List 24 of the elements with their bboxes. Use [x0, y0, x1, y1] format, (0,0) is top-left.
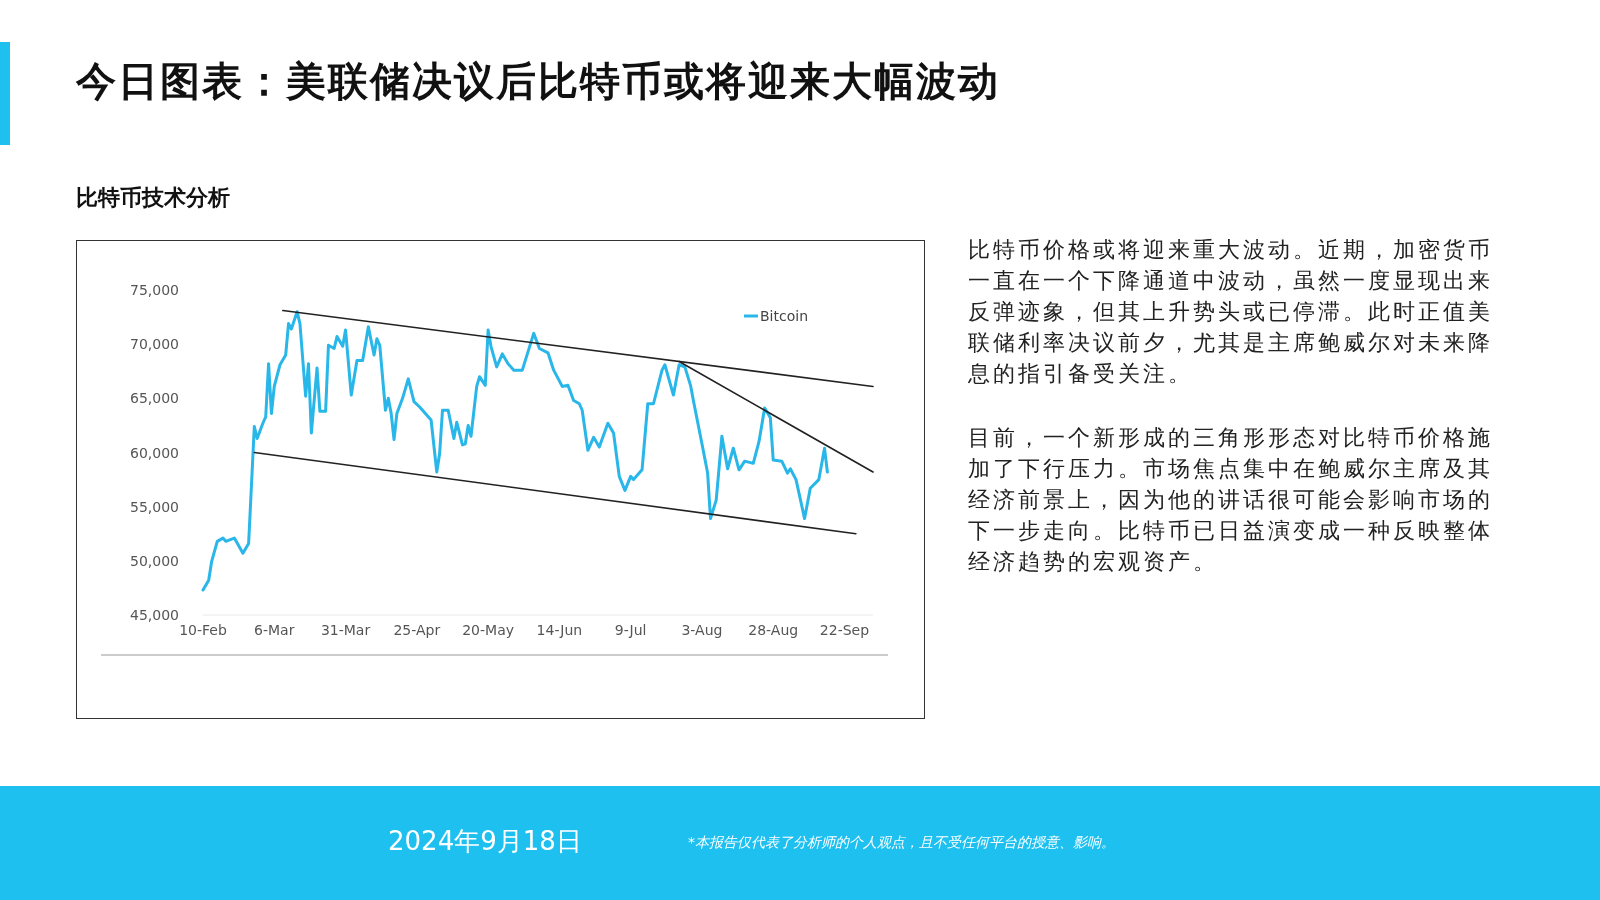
y-tick-label: 60,000 [129, 444, 179, 460]
text: 比特币价格或将迎来重大波动。近期，加密货币一直在一个下降通道中波动，虽然一度显现出来反弹迹象，但其上升势头或已停滞。此时正值美联储利率决议前夕，尤其是主席鲍威尔对未来降息的指引备受关注。 [968, 236, 1494, 388]
x-tick-label: 6-Mar [253, 621, 295, 638]
y-tick-label: 55,000 [129, 498, 179, 515]
x-tick-label: 20-May [461, 621, 514, 638]
chart-title: 今日图表：美联储决议后比特币或将迎来大幅波动 [76, 57, 1000, 106]
text: *本报告仅代表了分析师的个人观点，且不受任何平台的授意、影响。 [688, 834, 1115, 852]
x-tick-label: 25-Apr [392, 621, 440, 638]
x-tick-label: 31-Mar [320, 621, 370, 638]
y-tick-label: 70,000 [129, 335, 179, 352]
y-tick-label: 50,000 [129, 552, 179, 569]
chart-subtitle: 比特币技术分析 [76, 184, 230, 212]
y-tick-label: 65,000 [129, 389, 179, 406]
y-tick-label: 45,000 [129, 606, 179, 623]
text: 2024年9月18日 [388, 825, 582, 858]
y-tick-label: 75,000 [129, 281, 179, 298]
legend-label: Bitcoin [759, 307, 808, 324]
x-tick-label: 28-Aug [747, 621, 798, 638]
text: 目前，一个新形成的三角形形态对比特币价格施加了下行压力。市场焦点集中在鲍威尔主席及其经济前景上，因为他的讲话很可能会影响市场的下一步走向。比特币已日益演变成一种反映整体经济趋势的宏观资产。 [968, 424, 1494, 576]
x-tick-label: 22-Sep [819, 621, 869, 638]
x-tick-label: 3-Aug [680, 621, 722, 638]
x-tick-label: 10-Feb [178, 621, 227, 638]
x-tick-label: 14-Jun [536, 621, 582, 638]
x-tick-label: 9-Jul [614, 621, 646, 638]
